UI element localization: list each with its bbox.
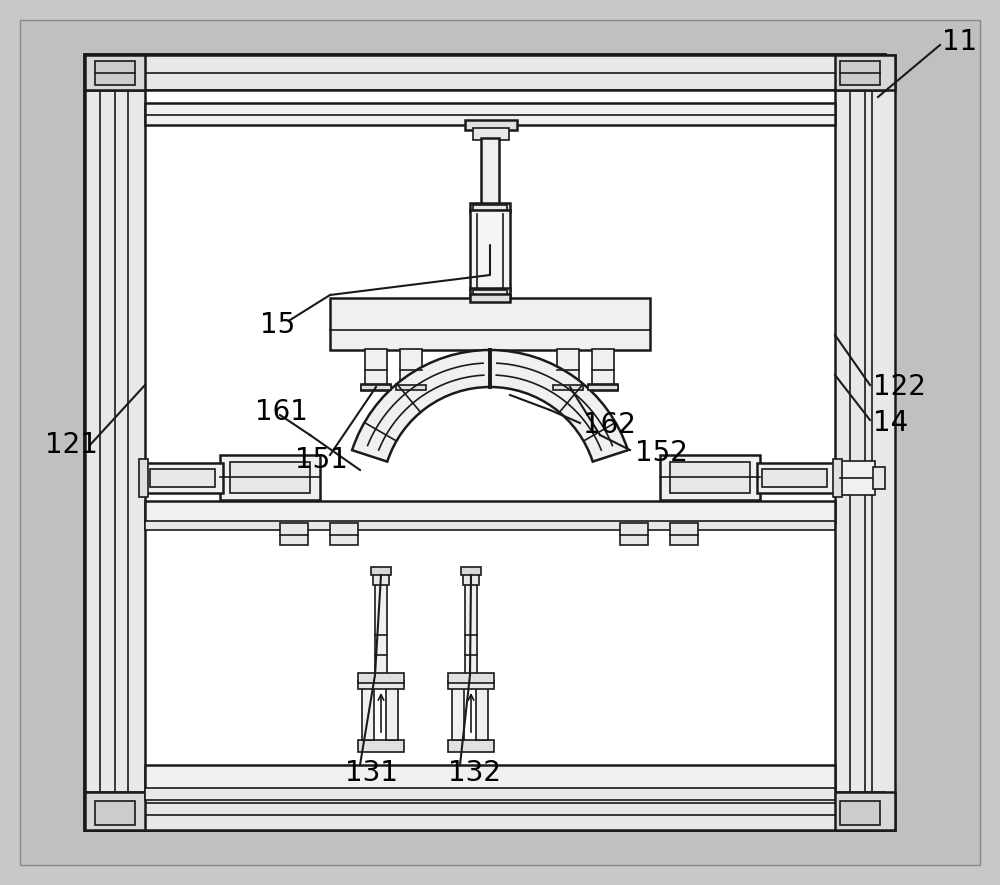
Bar	[230, 462, 310, 493]
Text: 122: 122	[873, 373, 926, 401]
Bar	[461, 567, 481, 575]
Wedge shape	[490, 350, 628, 462]
Bar	[670, 462, 750, 493]
Bar	[473, 290, 507, 298]
Bar	[150, 469, 215, 487]
Text: 121: 121	[45, 431, 98, 459]
Bar	[330, 523, 358, 545]
Bar	[361, 384, 391, 391]
Bar	[557, 349, 579, 387]
Bar	[358, 740, 404, 752]
Bar	[592, 349, 614, 387]
Bar	[85, 792, 885, 830]
Bar	[553, 385, 583, 390]
Bar	[553, 384, 583, 391]
Bar	[139, 459, 148, 497]
Bar	[481, 138, 499, 205]
Bar	[465, 575, 477, 675]
Bar	[670, 523, 698, 545]
Bar	[840, 801, 880, 825]
Text: 15: 15	[260, 311, 295, 339]
Bar	[145, 788, 835, 800]
Bar	[835, 792, 895, 830]
Bar	[396, 385, 426, 390]
Bar	[470, 203, 510, 212]
Bar	[470, 294, 510, 302]
Bar	[840, 61, 880, 85]
Bar	[145, 521, 835, 530]
Bar	[757, 463, 835, 493]
Bar	[660, 455, 760, 500]
Bar	[365, 349, 387, 387]
Bar	[476, 685, 488, 740]
Text: 132: 132	[448, 759, 501, 787]
Bar	[330, 298, 650, 350]
Text: 162: 162	[583, 411, 636, 439]
Bar	[448, 740, 494, 752]
Bar	[840, 461, 875, 495]
Text: 161: 161	[255, 398, 308, 426]
Bar	[386, 685, 398, 740]
Bar	[873, 467, 885, 489]
Bar	[470, 210, 510, 290]
Bar	[448, 681, 494, 689]
Text: 152: 152	[635, 439, 688, 467]
Text: 131: 131	[345, 759, 398, 787]
Bar	[85, 55, 885, 90]
Bar	[358, 673, 404, 683]
Bar	[362, 685, 374, 740]
Bar	[835, 55, 895, 830]
Text: 11: 11	[942, 28, 977, 56]
Bar	[95, 801, 135, 825]
Bar	[465, 120, 517, 130]
Bar	[620, 523, 648, 545]
Bar	[375, 575, 387, 675]
Bar	[220, 455, 320, 500]
Bar	[95, 61, 135, 85]
Bar	[473, 128, 509, 140]
Bar	[470, 288, 510, 300]
Bar	[145, 463, 223, 493]
Bar	[588, 384, 618, 391]
Bar	[396, 384, 426, 391]
Bar	[358, 681, 404, 689]
Bar	[85, 55, 145, 830]
Bar	[762, 469, 827, 487]
Text: 151: 151	[295, 446, 348, 474]
Bar	[473, 205, 507, 210]
Bar	[833, 459, 842, 497]
Bar	[85, 55, 145, 90]
Text: 14: 14	[873, 409, 908, 437]
Bar	[85, 55, 885, 830]
Wedge shape	[352, 350, 490, 462]
Bar	[373, 573, 389, 585]
Bar	[588, 385, 618, 390]
Bar	[145, 103, 835, 125]
Bar	[145, 501, 835, 523]
Bar	[463, 573, 479, 585]
Bar	[371, 567, 391, 575]
Bar	[361, 385, 391, 390]
Bar	[452, 685, 464, 740]
Bar	[448, 673, 494, 683]
Bar	[835, 55, 895, 90]
Bar	[145, 765, 835, 790]
Bar	[85, 792, 145, 830]
Bar	[400, 349, 422, 387]
Bar	[280, 523, 308, 545]
